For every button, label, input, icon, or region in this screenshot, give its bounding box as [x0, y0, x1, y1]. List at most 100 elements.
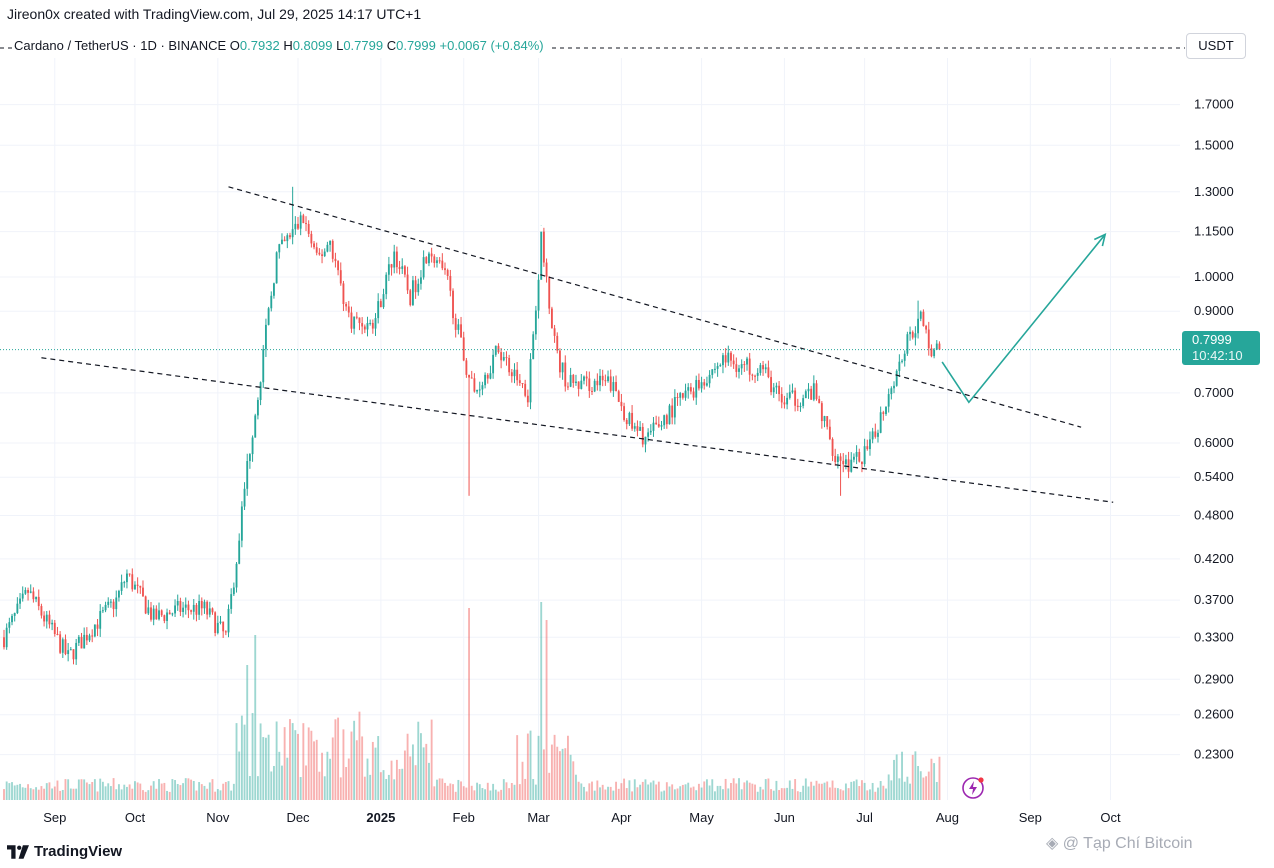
candle-body [844, 459, 847, 465]
candle-body [657, 424, 660, 427]
volume-bar [703, 781, 706, 800]
volume-bar [893, 759, 895, 800]
candle-body [663, 415, 666, 426]
volume-bar [796, 791, 799, 800]
volume-bar [689, 787, 692, 800]
candle-body [513, 369, 516, 377]
currency-selector[interactable]: USDT [1186, 33, 1246, 59]
volume-bar [315, 739, 318, 800]
volume-bar [478, 784, 481, 800]
candle-body [235, 563, 238, 588]
volume-bar [874, 791, 877, 800]
candle-body [203, 601, 206, 609]
candle-body [374, 318, 377, 329]
candle-body [465, 360, 468, 375]
volume-bar [454, 791, 457, 800]
candle-body [152, 608, 155, 620]
volume-bar [289, 719, 291, 800]
y-tick-label: 0.4200 [1194, 551, 1234, 566]
candle-body [866, 446, 869, 450]
volume-bar [591, 781, 593, 800]
candle-body [569, 374, 572, 387]
candle-body [692, 391, 695, 398]
volume-bar [198, 782, 201, 800]
volume-bar [759, 786, 762, 800]
candlestick-series [3, 186, 941, 665]
volume-bar [468, 608, 470, 800]
volume-bar [885, 788, 887, 800]
volume-bar [524, 778, 527, 800]
candle-body [815, 383, 818, 400]
candle-body [521, 383, 524, 385]
candle-body [476, 389, 479, 392]
candle-body [783, 402, 786, 405]
volume-bar [783, 788, 786, 800]
volume-bar [609, 786, 612, 800]
volume-bar [537, 735, 540, 800]
candle-body [45, 614, 48, 622]
candle-body [24, 590, 27, 594]
candle-body [438, 260, 441, 262]
candle-body [3, 637, 5, 648]
volume-bar [200, 784, 203, 800]
candle-body [852, 456, 855, 460]
volume-bar [227, 781, 230, 800]
volume-bar [331, 737, 334, 800]
volume-bar [67, 779, 70, 800]
volume-bar [612, 790, 615, 800]
volume-bar [11, 782, 13, 800]
volume-bar [470, 785, 473, 800]
candle-body [510, 372, 513, 377]
candle-body [80, 636, 83, 649]
candle-body [128, 573, 131, 575]
candle-body [32, 591, 35, 600]
volume-bar [460, 781, 462, 800]
volume-bar [700, 787, 703, 800]
open-value: 0.7932 [239, 38, 280, 53]
volume-bar [59, 790, 62, 800]
volume-bar [371, 741, 374, 800]
volume-bar [847, 788, 850, 800]
volume-bar [393, 779, 396, 800]
x-tick-label: 2025 [366, 810, 395, 825]
candle-body [414, 280, 417, 293]
volume-bar [395, 759, 398, 800]
lightning-alert-icon[interactable] [961, 776, 985, 800]
x-tick-label: May [689, 810, 714, 825]
candle-body [35, 596, 38, 600]
candle-body [307, 223, 310, 234]
candle-body [321, 254, 323, 257]
volume-bar [184, 778, 187, 800]
candle-body [679, 393, 682, 398]
volume-bar [799, 791, 802, 800]
candle-body [807, 388, 810, 392]
volume-bar [379, 772, 382, 800]
volume-bar [617, 788, 620, 800]
volume-bar [743, 782, 746, 800]
tradingview-logo[interactable]: TradingView [7, 843, 122, 860]
symbol-name[interactable]: Cardano / TetherUS · 1D · BINANCE [14, 38, 227, 53]
candle-body [676, 397, 679, 399]
candle-body [700, 382, 703, 389]
volume-bar [369, 774, 372, 800]
volume-bar [930, 758, 933, 800]
volume-bar [32, 789, 35, 800]
candle-body [534, 310, 537, 335]
candle-body [802, 398, 805, 406]
candle-body [315, 247, 318, 253]
candle-body [387, 264, 390, 275]
volume-bar [438, 778, 441, 800]
candle-body [5, 627, 8, 648]
candle-body [61, 639, 64, 653]
candle-body [219, 621, 222, 623]
candle-body [59, 634, 62, 653]
candle-body [486, 374, 489, 379]
volume-bar [251, 713, 254, 800]
candle-body [289, 235, 291, 238]
candle-body [192, 604, 195, 612]
candle-body [593, 380, 596, 392]
candle-body [420, 277, 422, 284]
volume-bar [24, 787, 27, 800]
candle-body [909, 331, 911, 335]
